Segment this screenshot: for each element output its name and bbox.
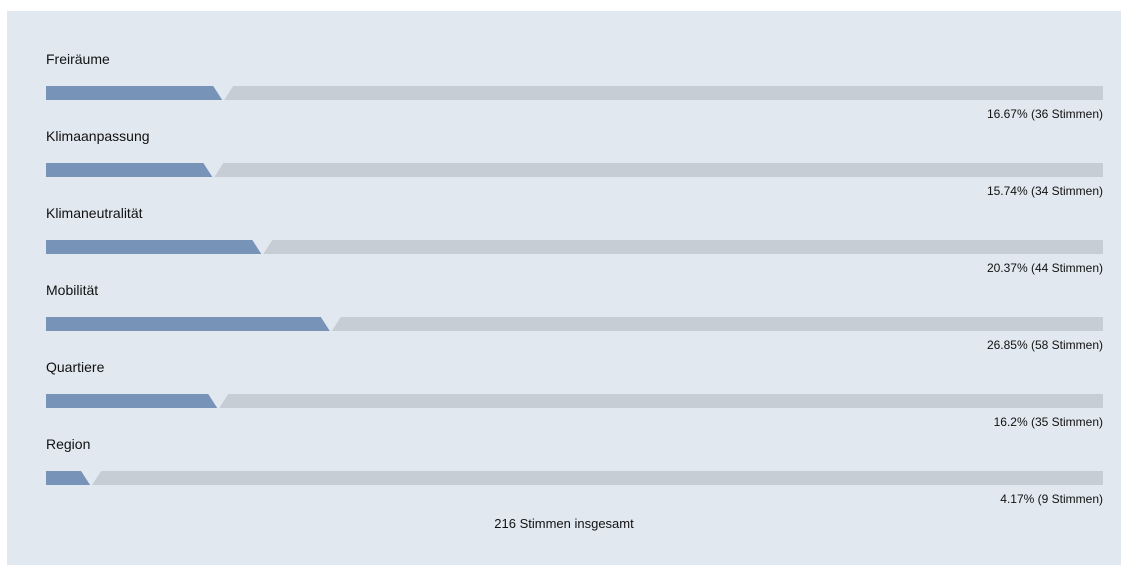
option-label: Region	[46, 436, 91, 452]
bar-fill	[46, 240, 262, 254]
bar-fill	[46, 317, 330, 331]
bar-track	[46, 471, 1103, 485]
bar-remainder	[214, 163, 1103, 177]
option-label: Quartiere	[46, 359, 105, 375]
option-label: Klimaneutralität	[46, 205, 143, 221]
result-percentage-label: 4.17% (9 Stimmen)	[1000, 492, 1103, 506]
bar-remainder	[219, 394, 1103, 408]
bar-track	[46, 240, 1103, 254]
bar-fill	[46, 163, 213, 177]
result-percentage-label: 20.37% (44 Stimmen)	[986, 261, 1103, 275]
bar-track	[46, 86, 1103, 100]
bar-svg	[46, 471, 1103, 485]
result-percentage-label: 16.67% (36 Stimmen)	[986, 107, 1103, 121]
bar-remainder	[331, 317, 1103, 331]
bar-remainder	[92, 471, 1103, 485]
total-votes-label: 216 Stimmen insgesamt	[494, 516, 634, 531]
poll-option-freiraume: Freiräume 16.67% (36 Stimmen)	[46, 11, 1103, 121]
result-percentage-label: 26.85% (58 Stimmen)	[986, 338, 1103, 352]
bar-track	[46, 394, 1103, 408]
result-percentage-label: 15.74% (34 Stimmen)	[986, 184, 1103, 198]
poll-option-quartiere: Quartiere 16.2% (35 Stimmen)	[46, 319, 1103, 429]
option-label: Mobilität	[46, 282, 99, 298]
bar-fill	[46, 86, 223, 100]
bar-svg	[46, 394, 1103, 408]
poll-option-klimaanpassung: Klimaanpassung 15.74% (34 Stimmen)	[46, 88, 1103, 198]
bar-fill	[46, 394, 218, 408]
bar-remainder	[224, 86, 1103, 100]
poll-option-region: Region 4.17% (9 Stimmen)	[46, 396, 1103, 506]
option-label: Freiräume	[46, 51, 110, 67]
bar-remainder	[263, 240, 1103, 254]
bar-track	[46, 317, 1103, 331]
bar-fill	[46, 471, 91, 485]
bar-svg	[46, 163, 1103, 177]
bar-svg	[46, 317, 1103, 331]
result-percentage-label: 16.2% (35 Stimmen)	[993, 415, 1103, 429]
poll-option-klimaneutralitat: Klimaneutralität 20.37% (44 Stimmen)	[46, 165, 1103, 275]
poll-option-mobilitat: Mobilität 26.85% (58 Stimmen)	[46, 242, 1103, 352]
option-label: Klimaanpassung	[46, 128, 150, 144]
poll-results-panel: Freiräume 16.67% (36 Stimmen) Klimaanpassu…	[7, 11, 1121, 565]
bar-svg	[46, 240, 1103, 254]
bar-svg	[46, 86, 1103, 100]
bar-track	[46, 163, 1103, 177]
